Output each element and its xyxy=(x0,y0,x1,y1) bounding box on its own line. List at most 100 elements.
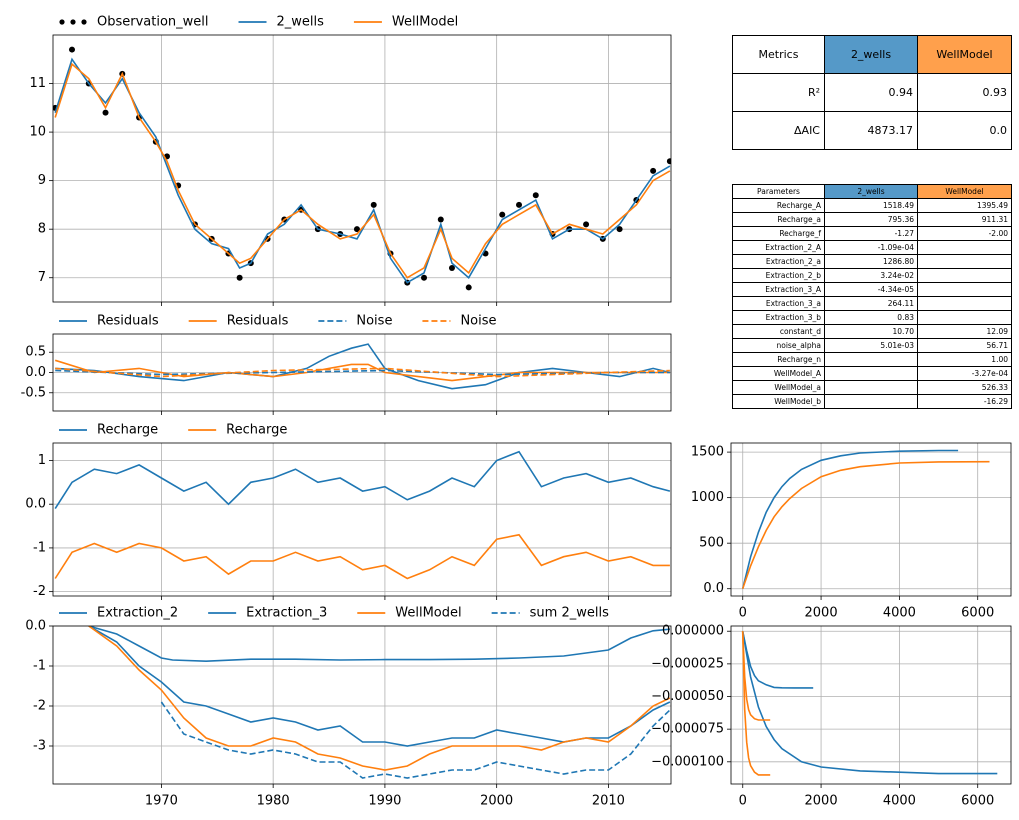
y-tick-label: 0.000000 xyxy=(662,624,724,639)
y-tick-label: -3 xyxy=(33,739,46,754)
legend-entry: Residuals xyxy=(188,314,289,329)
parameters-cell: 12.09 xyxy=(917,324,1012,339)
parameters-header-wellmodel: WellModel xyxy=(917,184,1012,199)
parameters-row: Extraction_3_b 0.83 xyxy=(732,310,1012,325)
parameters-cell: 911.31 xyxy=(917,212,1012,227)
legend-entry: 2_wells xyxy=(238,15,324,30)
y-tick-label: 1500 xyxy=(691,445,724,460)
y-tick-label: 0.0 xyxy=(25,497,46,512)
observation-point xyxy=(516,201,523,208)
legend-label: Extraction_3 xyxy=(246,606,327,621)
metrics-table: Metrics 2_wells WellModel R² 0.94 0.93 Δ… xyxy=(732,35,1012,150)
series-group xyxy=(54,450,671,580)
x-tick-label: 2000 xyxy=(480,794,513,809)
parameters-cell xyxy=(824,394,918,409)
legend-marker xyxy=(59,19,65,25)
parameters-row: Extraction_2_b 3.24e-02 xyxy=(732,268,1012,283)
y-tick-label: 9 xyxy=(38,173,46,188)
series-group xyxy=(88,626,671,779)
parameters-cell: -2.00 xyxy=(917,226,1012,241)
y-tick-label: −0.000025 xyxy=(651,656,724,671)
parameters-row: Extraction_2_A -1.09e-04 xyxy=(732,240,1012,255)
parameters-cell: Extraction_2_A xyxy=(732,240,825,255)
y-tick-label: 0.0 xyxy=(703,581,724,596)
parameters-cell xyxy=(917,296,1012,311)
x-tick-label: 0 xyxy=(739,794,747,809)
x-tick-label: 2000 xyxy=(805,606,838,621)
series-line-wellmodel xyxy=(88,626,671,771)
parameters-row: constant_d 10.70 12.09 xyxy=(732,324,1012,339)
parameters-row: Extraction_2_a 1286.80 xyxy=(732,254,1012,269)
metrics-header-metrics: Metrics xyxy=(732,35,825,74)
observation-point xyxy=(465,284,472,291)
series-line-recharge xyxy=(54,450,671,510)
parameters-cell xyxy=(917,268,1012,283)
x-tick-label: 2000 xyxy=(805,794,838,809)
series-group xyxy=(741,631,998,776)
legend-marker xyxy=(70,19,76,25)
y-tick-label: -2 xyxy=(33,584,46,599)
metrics-header-wellmodel: WellModel xyxy=(917,35,1012,74)
legend-label: Observation_well xyxy=(97,15,209,30)
parameters-row: WellModel_A -3.27e-04 xyxy=(732,366,1012,381)
series-line-response xyxy=(741,631,998,775)
observation-point xyxy=(499,211,506,218)
panel-residuals: -0.5 0.0 0.5 Residuals Residuals Noise Noise xyxy=(21,314,672,415)
parameters-cell: -4.34e-05 xyxy=(824,282,918,297)
parameters-cell: 1518.49 xyxy=(824,198,918,213)
parameters-row: Extraction_3_A -4.34e-05 xyxy=(732,282,1012,297)
observation-point xyxy=(532,192,539,199)
legend-entry: Residuals xyxy=(59,314,159,329)
metrics-cell: 0.0 xyxy=(917,111,1012,150)
x-tick-label: 6000 xyxy=(961,606,994,621)
observation-point xyxy=(68,46,75,53)
parameters-row: noise_alpha 5.01e-03 56.71 xyxy=(732,338,1012,353)
series-line-residuals xyxy=(55,343,671,390)
y-tick-label: −0.000050 xyxy=(651,689,724,704)
parameters-cell: 1395.49 xyxy=(917,198,1012,213)
parameters-cell: 795.36 xyxy=(824,212,918,227)
legend-label: Recharge xyxy=(226,423,287,438)
series-line-wellmodel xyxy=(54,62,671,279)
parameters-cell: 526.33 xyxy=(917,380,1012,395)
observation-point xyxy=(650,167,657,174)
parameters-cell: Recharge_a xyxy=(732,212,825,227)
series-line-response xyxy=(741,631,771,721)
y-tick-label: -1 xyxy=(33,540,46,555)
parameters-cell: Extraction_2_a xyxy=(732,254,825,269)
parameters-row: Recharge_a 795.36 911.31 xyxy=(732,212,1012,227)
parameters-header-row: Parameters 2_wells WellModel xyxy=(732,184,1012,199)
observation-point xyxy=(102,109,109,116)
series-line-recharge xyxy=(54,533,670,580)
parameters-cell: 1286.80 xyxy=(824,254,918,269)
legend-entry: Recharge xyxy=(59,423,158,438)
metrics-header-row: Metrics 2_wells WellModel xyxy=(732,35,1012,74)
legend-label: WellModel xyxy=(395,606,461,621)
x-tick-label: 2010 xyxy=(592,794,625,809)
parameters-cell xyxy=(824,380,918,395)
y-tick-label: 1000 xyxy=(691,490,724,505)
parameters-cell: -1.09e-04 xyxy=(824,240,918,255)
parameters-cell: 0.83 xyxy=(824,310,918,325)
parameters-row: WellModel_a 526.33 xyxy=(732,380,1012,395)
axes-frame xyxy=(52,442,672,597)
parameters-cell: WellModel_A xyxy=(732,366,825,381)
panel-extraction-step-response: 0 2000 4000 6000 0.000000 −0.000025 −0.000050 −… xyxy=(651,624,1012,809)
parameters-cell: Extraction_3_A xyxy=(732,282,825,297)
legend-entry: WellModel xyxy=(353,15,458,30)
series-group xyxy=(54,343,671,390)
legend-label: WellModel xyxy=(392,15,458,30)
legend-label: Extraction_2 xyxy=(97,606,178,621)
parameters-cell: 264.11 xyxy=(824,296,918,311)
panel-recharge-step-response: 0 2000 4000 6000 0.0 500 1000 1500 xyxy=(691,442,1012,621)
y-tick-label: 10 xyxy=(29,125,46,140)
x-tick-label: 0 xyxy=(739,606,747,621)
observation-point xyxy=(437,216,444,223)
parameters-cell: -16.29 xyxy=(917,394,1012,409)
parameters-row: Recharge_n 1.00 xyxy=(732,352,1012,367)
observation-point xyxy=(353,226,360,233)
parameters-cell: 1.00 xyxy=(917,352,1012,367)
observation-point xyxy=(616,226,623,233)
parameters-row: Extraction_3_a 264.11 xyxy=(732,296,1012,311)
